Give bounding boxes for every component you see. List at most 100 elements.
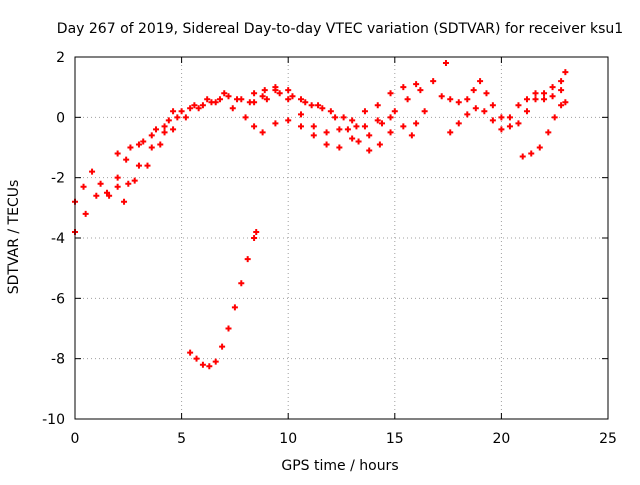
data-point [206, 363, 213, 370]
data-point [285, 87, 292, 94]
data-point [182, 114, 189, 121]
data-point [340, 114, 347, 121]
y-tick-label: -2 [51, 171, 65, 187]
data-point [191, 102, 198, 109]
data-point [379, 120, 386, 127]
data-point [376, 141, 383, 148]
data-point [315, 102, 322, 109]
data-point [506, 114, 513, 121]
data-point [148, 144, 155, 151]
data-point [225, 325, 232, 332]
data-point [221, 90, 228, 97]
data-point [82, 210, 89, 217]
data-point [558, 87, 565, 94]
data-point [549, 93, 556, 100]
data-point [93, 192, 100, 199]
data-point [387, 114, 394, 121]
data-point [323, 141, 330, 148]
data-point [285, 96, 292, 103]
data-point [272, 84, 279, 91]
data-point [327, 108, 334, 115]
data-point [310, 132, 317, 139]
data-point [515, 102, 522, 109]
data-point [374, 102, 381, 109]
data-point [344, 126, 351, 133]
data-point [536, 144, 543, 151]
data-point [242, 114, 249, 121]
data-point [558, 102, 565, 109]
series-track-d [114, 96, 428, 157]
data-point [421, 108, 428, 115]
data-point [174, 114, 181, 121]
data-point [483, 90, 490, 97]
data-point [477, 78, 484, 85]
plot-frame [74, 56, 609, 420]
data-point [199, 102, 206, 109]
data-point [400, 123, 407, 130]
data-point [528, 150, 535, 157]
data-point [400, 84, 407, 91]
data-point [187, 349, 194, 356]
data-point [455, 120, 462, 127]
data-point [259, 93, 266, 100]
data-point [123, 156, 130, 163]
data-point [114, 174, 121, 181]
data-point [523, 96, 530, 103]
data-point [349, 135, 356, 142]
data-point [114, 150, 121, 157]
data-point [532, 90, 539, 97]
data-points [72, 60, 569, 370]
data-point [244, 256, 251, 263]
data-point [238, 280, 245, 287]
data-point [272, 120, 279, 127]
x-tick-label: 15 [386, 431, 404, 447]
data-point [387, 129, 394, 136]
data-point [332, 114, 339, 121]
data-point [562, 99, 569, 106]
data-point [144, 162, 151, 169]
data-point [447, 129, 454, 136]
data-point [251, 235, 258, 241]
data-point [355, 138, 362, 145]
data-point [148, 132, 155, 139]
data-point [532, 96, 539, 103]
data-point [127, 144, 134, 151]
data-point [455, 99, 462, 106]
x-tick-label: 10 [279, 431, 297, 447]
data-point [297, 123, 304, 130]
data-point [361, 108, 368, 115]
data-point [161, 129, 168, 136]
data-point [417, 87, 424, 94]
data-point [387, 90, 394, 97]
y-tick-labels: 2 0 -2 -4 -6 -8 -10 [42, 50, 65, 428]
data-point [195, 105, 202, 112]
data-point [231, 304, 238, 311]
data-point [289, 93, 296, 100]
data-point [489, 102, 496, 109]
data-point [541, 90, 548, 97]
data-point [506, 123, 513, 130]
data-point [519, 153, 526, 160]
data-point [391, 108, 398, 115]
data-point [170, 108, 177, 115]
data-point [131, 177, 138, 184]
data-point [413, 81, 420, 88]
data-point [251, 123, 258, 130]
data-point [229, 105, 236, 112]
data-point [259, 129, 266, 136]
data-point [178, 108, 185, 115]
data-point [161, 123, 168, 130]
data-point [413, 120, 420, 127]
data-point [121, 198, 128, 205]
data-point [515, 120, 522, 127]
y-tick-label: -10 [42, 412, 65, 428]
data-point [212, 358, 219, 365]
y-tick-label: -8 [51, 352, 65, 368]
data-point [219, 343, 226, 350]
data-point [297, 111, 304, 118]
data-point [165, 117, 172, 124]
data-point [464, 96, 471, 103]
data-point [562, 69, 569, 76]
data-point [89, 168, 96, 175]
